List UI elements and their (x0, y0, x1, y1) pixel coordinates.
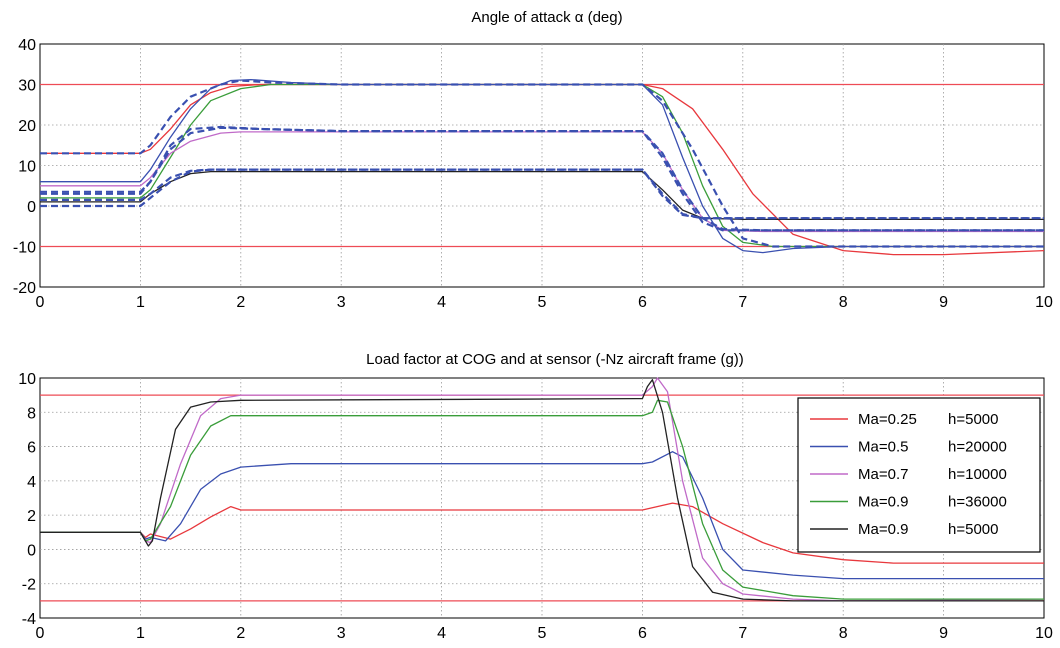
y-tick-label: 30 (18, 78, 36, 95)
x-tick-label: 8 (839, 294, 848, 311)
y-tick-label: 20 (18, 118, 36, 135)
y-tick-label: 2 (27, 508, 36, 525)
x-tick-label: 4 (437, 294, 446, 311)
chart-2-y-ticks: -4 -2 0 2 4 6 8 10 (18, 371, 36, 628)
y-tick-label: -2 (22, 577, 36, 594)
x-tick-label: 1 (136, 625, 145, 642)
x-tick-label: 2 (236, 625, 245, 642)
legend-label-ma: Ma=0.5 (858, 439, 908, 456)
x-tick-label: 6 (638, 625, 647, 642)
chart-load-factor: Load factor at COG and at sensor (-Nz ai… (18, 351, 1053, 642)
chart-1-y-ticks: -20 -10 0 10 20 30 40 (13, 37, 36, 297)
series-line-5 (40, 78, 1044, 254)
series-line-5 (40, 379, 1044, 602)
x-tick-label: 10 (1035, 294, 1053, 311)
y-tick-label: 8 (27, 405, 36, 422)
legend-label-h: h=5000 (948, 521, 998, 538)
legend-label-h: h=20000 (948, 439, 1007, 456)
x-tick-label: 8 (839, 625, 848, 642)
legend-label-ma: Ma=0.9 (858, 494, 908, 511)
x-tick-label: 1 (136, 294, 145, 311)
x-tick-label: 2 (236, 294, 245, 311)
chart-2-x-ticks: 0 1 2 3 4 5 6 7 8 9 10 (36, 625, 1053, 642)
y-tick-label: 4 (27, 474, 36, 491)
y-tick-label: -10 (13, 240, 36, 257)
legend-label-ma: Ma=0.25 (858, 411, 917, 428)
x-tick-label: 5 (538, 625, 547, 642)
chart-1-series (40, 78, 1045, 256)
y-tick-label: -20 (13, 280, 36, 297)
chart-2-legend: Ma=0.25 h=5000 Ma=0.5 h=20000 Ma=0.7 h=10000 M… (797, 397, 1041, 553)
chart-1-title: Angle of attack α (deg) (471, 9, 622, 26)
y-tick-label: 6 (27, 440, 36, 457)
chart-angle-of-attack: Angle of attack α (deg) 0 1 2 3 4 5 6 7 8 9 10 -20… (13, 9, 1053, 311)
legend-label-ma: Ma=0.9 (858, 521, 908, 538)
series-line-1 (40, 83, 1045, 256)
x-tick-label: 6 (638, 294, 647, 311)
x-tick-label: 5 (538, 294, 547, 311)
legend-label-h: h=36000 (948, 494, 1007, 511)
series-line-4 (40, 399, 1044, 600)
y-tick-label: 40 (18, 37, 36, 54)
series-line-9 (40, 168, 1044, 220)
chart-1-x-ticks: 0 1 2 3 4 5 6 7 8 9 10 (36, 294, 1053, 311)
chart-2-title: Load factor at COG and at sensor (-Nz ai… (366, 351, 744, 368)
legend-entries: Ma=0.25 h=5000 Ma=0.5 h=20000 Ma=0.7 h=10000 M… (810, 411, 1007, 538)
series-line-6 (40, 79, 1044, 248)
y-tick-label: 0 (27, 199, 36, 216)
chart-2-series (40, 377, 1045, 602)
x-tick-label: 3 (337, 294, 346, 311)
y-tick-label: 10 (18, 371, 36, 388)
x-tick-label: 10 (1035, 625, 1053, 642)
legend-label-ma: Ma=0.7 (858, 466, 908, 483)
x-tick-label: 9 (939, 294, 948, 311)
legend-box (797, 397, 1041, 553)
legend-label-h: h=10000 (948, 466, 1007, 483)
x-tick-label: 7 (738, 625, 747, 642)
x-tick-label: 4 (437, 625, 446, 642)
x-tick-label: 9 (939, 625, 948, 642)
series-line-1 (40, 502, 1044, 564)
x-tick-label: 7 (738, 294, 747, 311)
y-tick-label: 10 (18, 159, 36, 176)
x-tick-label: 3 (337, 625, 346, 642)
series-line-8 (40, 125, 1044, 232)
y-tick-label: 0 (27, 542, 36, 559)
x-tick-label: 0 (36, 625, 45, 642)
legend-label-h: h=5000 (948, 411, 998, 428)
x-tick-label: 0 (36, 294, 45, 311)
series-line-10 (40, 168, 1044, 220)
y-tick-label: -4 (22, 611, 36, 628)
